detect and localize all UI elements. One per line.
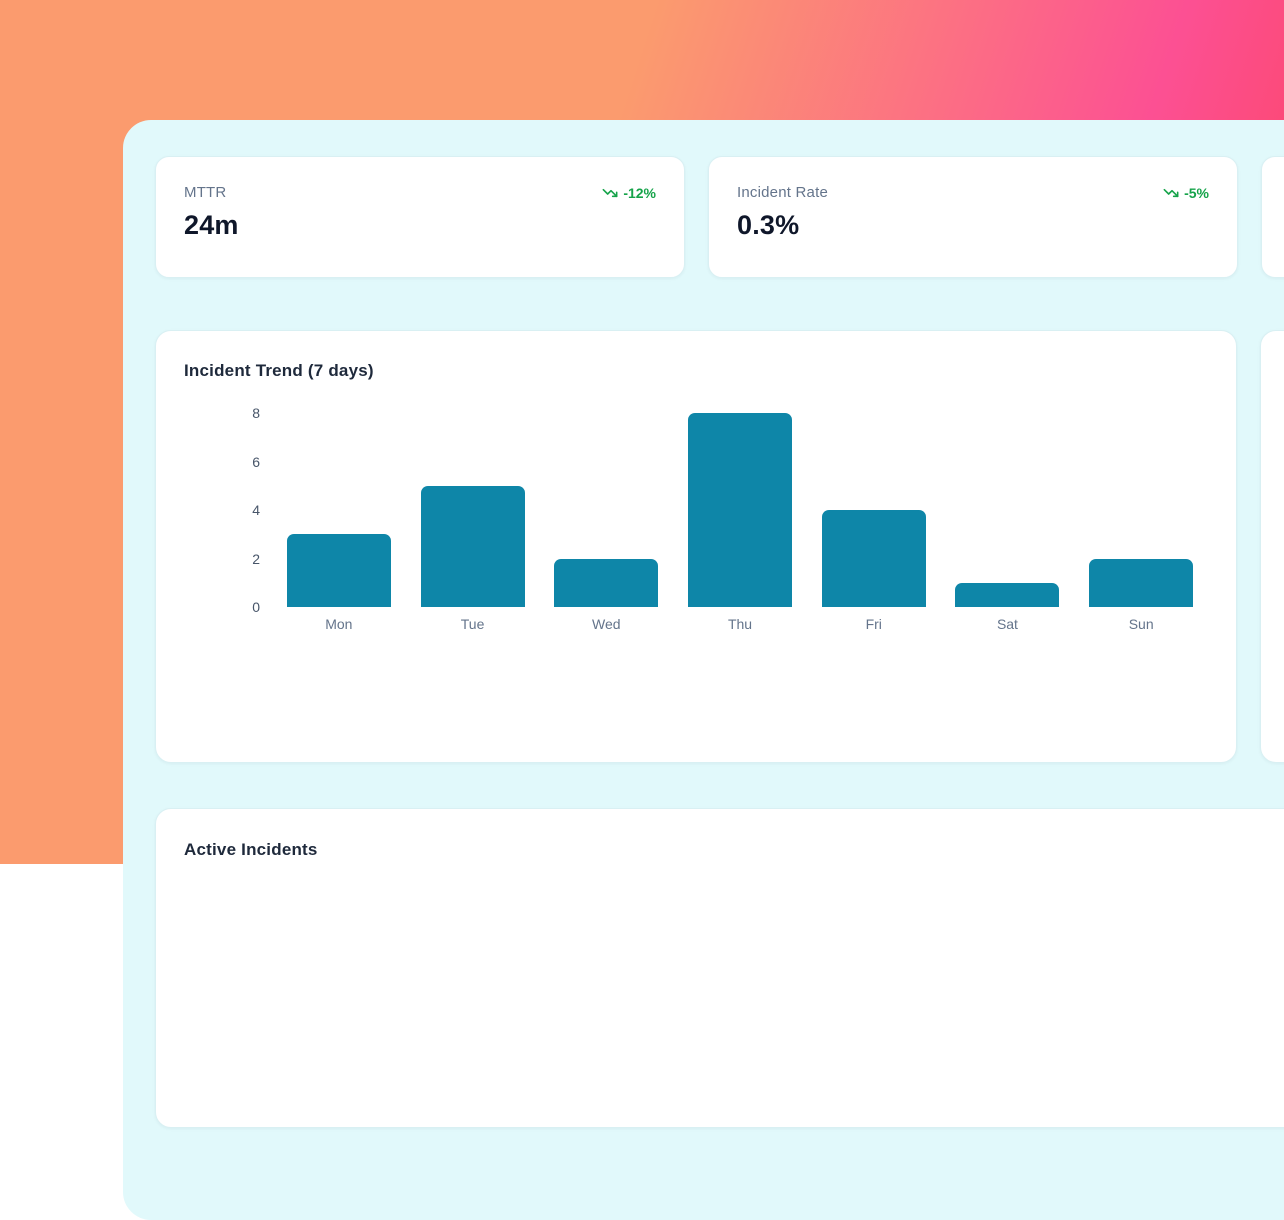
x-tick-label: Mon	[325, 616, 353, 632]
active-incidents-card: Active Incidents	[155, 808, 1284, 1128]
chart-x-labels: Mon Tue Wed Thu Fri Sat Sun	[272, 616, 1208, 632]
y-tick-label: 6	[252, 453, 260, 470]
stat-trend-value: -5%	[1184, 184, 1209, 201]
bar-fri	[821, 510, 926, 607]
bar-slot	[807, 413, 941, 607]
active-incidents-title: Active Incidents	[184, 840, 318, 859]
stat-trend: -12%	[602, 185, 656, 201]
chart-bars	[272, 413, 1208, 607]
bar-slot	[673, 413, 807, 607]
stat-card-header: MTTR -12%	[184, 184, 656, 201]
bar-slot	[272, 413, 406, 607]
x-tick-label: Wed	[592, 616, 621, 632]
incident-trend-chart-card: Incident Trend (7 days) 0 2 4 6 8 Mon Tue Wed T…	[155, 330, 1237, 763]
x-tick-label: Tue	[460, 616, 485, 632]
bar-sat	[955, 582, 1060, 607]
trending-down-icon	[1163, 185, 1179, 201]
x-tick-label: Fri	[865, 616, 882, 632]
stat-card-mttr: MTTR -12% 24m	[155, 156, 685, 278]
stat-card-partial	[1261, 156, 1284, 278]
chart-plot: 0 2 4 6 8	[184, 405, 1208, 615]
y-tick-label: 8	[252, 405, 260, 421]
bar-slot	[1074, 413, 1208, 607]
chart-y-axis: 0 2 4 6 8	[184, 405, 272, 615]
bar-sun	[1089, 558, 1194, 607]
stat-card-header: Incident Rate -5%	[737, 184, 1209, 201]
side-card-partial	[1260, 330, 1284, 763]
bar-chart: 0 2 4 6 8 Mon Tue Wed Thu Fri Sat Sun	[184, 405, 1208, 632]
middle-row: Incident Trend (7 days) 0 2 4 6 8 Mon Tue Wed T…	[155, 330, 1284, 763]
stat-trend: -5%	[1163, 185, 1209, 201]
bar-slot	[941, 413, 1075, 607]
x-tick-label: Sun	[1128, 616, 1154, 632]
bar-slot	[539, 413, 673, 607]
stat-label: Incident Rate	[737, 184, 828, 201]
bar-tue	[420, 485, 525, 607]
bar-wed	[554, 558, 659, 607]
bar-mon	[286, 534, 391, 607]
bar-slot	[406, 413, 540, 607]
stat-value: 24m	[184, 210, 239, 240]
x-tick-label: Sat	[996, 616, 1018, 632]
y-tick-label: 0	[252, 599, 260, 615]
stat-label: MTTR	[184, 184, 227, 201]
stats-row: MTTR -12% 24m Incident Rate	[155, 156, 1284, 278]
stat-value: 0.3%	[737, 210, 800, 240]
bar-thu	[688, 413, 793, 607]
chart-title: Incident Trend (7 days)	[184, 361, 374, 380]
dashboard-panel: MTTR -12% 24m Incident Rate	[123, 120, 1284, 1220]
bottom-row: Active Incidents	[155, 808, 1284, 1128]
trending-down-icon	[602, 185, 618, 201]
y-tick-label: 4	[252, 502, 260, 518]
y-tick-label: 2	[252, 550, 260, 567]
stat-trend-value: -12%	[623, 184, 656, 201]
stat-card-incident-rate: Incident Rate -5% 0.3%	[708, 156, 1238, 278]
x-tick-label: Thu	[727, 616, 753, 632]
